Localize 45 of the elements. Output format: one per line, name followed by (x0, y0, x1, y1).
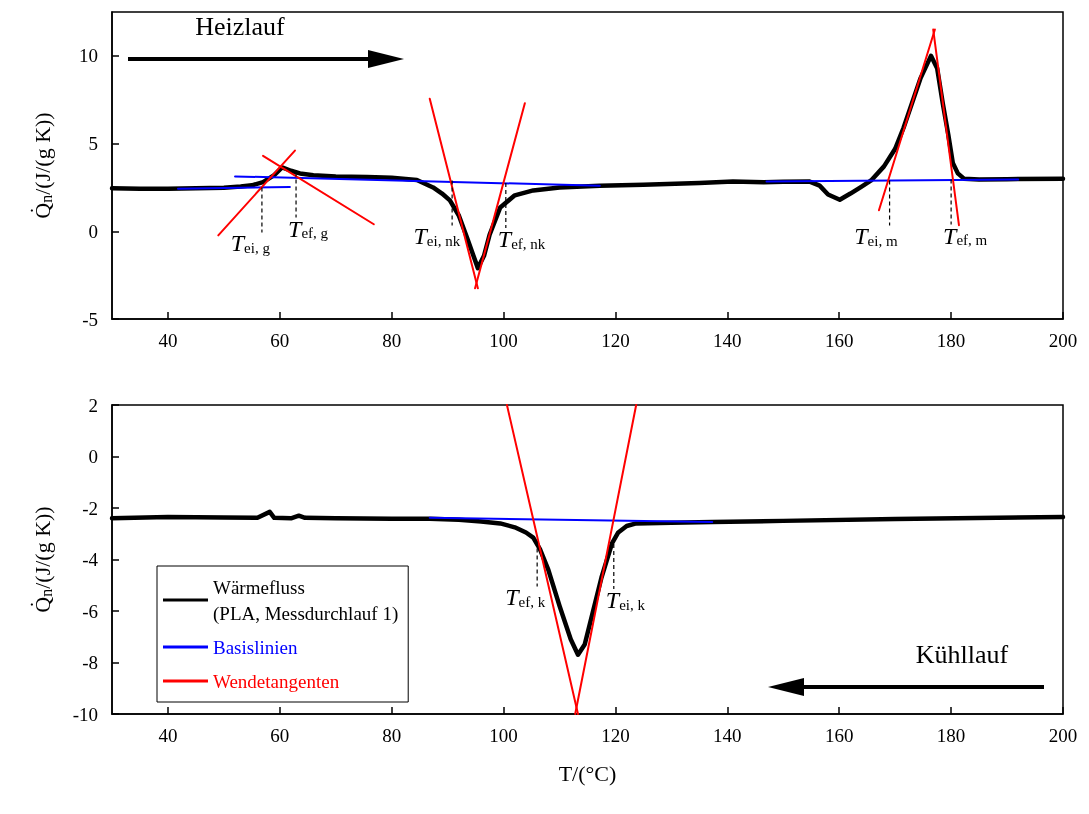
x-tick-label: 180 (936, 330, 966, 351)
annotation: Tei, m (854, 223, 898, 250)
x-tick-label: 80 (382, 330, 402, 351)
x-tick-label: 100 (489, 725, 518, 746)
x-axis-title: T/(°C) (558, 760, 617, 786)
legend-label: Basislinien (213, 636, 298, 658)
y-tick-label: -5 (82, 308, 98, 330)
x-tick-label: 40 (158, 330, 178, 351)
x-tick-label: 160 (824, 725, 854, 746)
y-tick-label: 0 (88, 220, 98, 242)
y-tick-label: -2 (82, 497, 98, 519)
x-tick-label: 120 (601, 330, 630, 351)
legend-label: Wärmefluss (PLA, Messdurchlauf 1) (213, 576, 399, 625)
x-tick-label: 200 (1048, 725, 1078, 746)
x-tick-label: 120 (601, 725, 630, 746)
annotation: Tef, g (288, 215, 329, 242)
x-tick-label: 180 (936, 725, 966, 746)
y-tick-label: -8 (82, 652, 98, 673)
y-tick-label: 5 (88, 133, 98, 155)
x-tick-label: 60 (270, 330, 290, 351)
y-tick-label: 0 (88, 446, 98, 467)
y-axis-title: Q̇n/(J/(g K)) (29, 506, 55, 613)
y-tick-label: 2 (88, 394, 98, 416)
x-tick-label: 80 (382, 725, 402, 746)
x-tick-label: 100 (489, 330, 518, 351)
annotation: Tef, nk (497, 226, 546, 253)
annotation: Tei, nk (413, 223, 461, 250)
legend-label: Wendetangenten (213, 670, 340, 692)
x-tick-label: 200 (1048, 330, 1078, 351)
y-tick-label: 10 (79, 45, 98, 67)
y-tick-label: -4 (82, 549, 99, 570)
x-tick-label: 140 (713, 725, 742, 746)
annotation: Tef, m (943, 222, 988, 249)
y-tick-label: -6 (82, 600, 98, 622)
annotation: Kühllauf (914, 640, 1010, 670)
annotation: Tei, g (230, 230, 271, 257)
annotation: Tei, k (605, 587, 646, 614)
x-tick-label: 160 (824, 330, 854, 351)
y-tick-label: -10 (72, 703, 98, 725)
y-axis-title: Q̇n/(J/(g K)) (29, 112, 55, 219)
x-tick-label: 40 (158, 725, 178, 746)
x-tick-label: 60 (270, 725, 290, 746)
annotation: Heizlauf (194, 12, 286, 42)
x-tick-label: 140 (713, 330, 742, 351)
annotation: Tef, k (505, 584, 546, 611)
